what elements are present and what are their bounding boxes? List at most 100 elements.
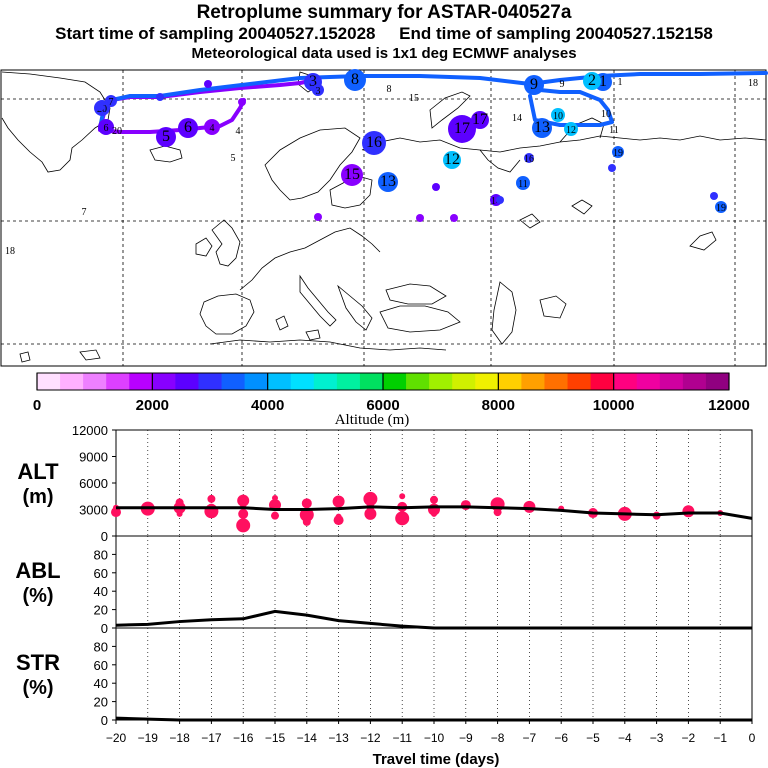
- map-point-marker: [608, 164, 616, 172]
- map-point-day-12: [564, 122, 578, 136]
- colorbar-swatch: [429, 373, 453, 390]
- map-point-label: 6: [104, 123, 109, 134]
- colorbar-swatch: [129, 373, 153, 390]
- map-point-day-9: [524, 75, 544, 95]
- map-point-day-11: [516, 176, 530, 190]
- map-point-day-10: [551, 108, 565, 122]
- map-point-label: 9: [530, 76, 538, 93]
- map-point-label: 11: [518, 179, 528, 190]
- x-tick-label: −7: [523, 731, 537, 745]
- y-tick-label: 6000: [79, 476, 108, 491]
- map-point-label: 17: [472, 111, 488, 128]
- colorbar-swatch: [452, 373, 476, 390]
- colorbar-swatch: [83, 373, 107, 390]
- x-tick-label: −18: [169, 731, 190, 745]
- altitude-point: [363, 491, 378, 506]
- y-axis-unit: (%): [22, 585, 53, 607]
- map-point-label: 15: [344, 166, 360, 183]
- panel-abl: 0 20 40 60 80 ABL(%): [15, 535, 753, 636]
- map-point-day-2: [583, 72, 601, 90]
- altitude-point: [236, 518, 251, 533]
- x-tick-label: −13: [328, 731, 349, 745]
- series-line-abl: [115, 609, 752, 630]
- x-tick-label: −6: [554, 731, 568, 745]
- y-tick-label: 9000: [79, 450, 108, 465]
- map-point-label: 12: [444, 151, 460, 168]
- colorbar-swatch: [406, 373, 430, 390]
- panel-frame: [115, 627, 753, 721]
- map-point-label: 15: [409, 93, 419, 104]
- map-point-day-17: [448, 115, 476, 143]
- map-point-label: 3: [316, 86, 321, 97]
- map-point-day-13: [378, 172, 398, 192]
- map-point-day-19: [612, 146, 624, 158]
- map-point-label: 12: [566, 125, 576, 136]
- x-tick-label: −10: [424, 731, 445, 745]
- colorbar-swatch: [590, 373, 615, 390]
- colorbar-tick-label: 4000: [251, 397, 284, 414]
- colorbar-swatch: [336, 373, 361, 390]
- map-point-day-16: [362, 131, 386, 155]
- y-tick-label: 40: [94, 676, 108, 691]
- colorbar-swatch: [682, 373, 707, 390]
- altitude-point: [299, 507, 314, 522]
- map-frame: [0, 69, 767, 367]
- altitude-point: [176, 510, 183, 517]
- map-point-label: 5: [231, 153, 236, 164]
- y-tick-label: 20: [94, 695, 108, 710]
- y-axis-title: ALT: [17, 459, 59, 484]
- altitude-point: [431, 510, 437, 517]
- x-tick-label: −5: [586, 731, 600, 745]
- colorbar-tick-label: 2000: [136, 397, 169, 414]
- map-point-marker: [450, 214, 458, 222]
- x-axis-title: Travel time (days): [373, 751, 500, 768]
- y-tick-label: 3000: [79, 503, 108, 518]
- y-tick-label: 0: [101, 529, 108, 544]
- y-axis-unit: (m): [22, 486, 53, 508]
- map-point-day-15: [341, 164, 363, 186]
- map-point-marker: [204, 80, 212, 88]
- map-point-label: 8: [387, 84, 392, 95]
- map-point-marker: [432, 183, 440, 191]
- x-tick-label: 0: [749, 731, 756, 745]
- map-point-day-12: [443, 151, 461, 169]
- map-point-day-3: [312, 84, 324, 96]
- colorbar-swatch: [567, 373, 592, 390]
- x-tick-label: −14: [297, 731, 318, 745]
- colorbar-swatch: [60, 373, 84, 390]
- map-point-marker: [96, 103, 104, 111]
- map-point-marker: [156, 93, 164, 101]
- map-point-marker: [416, 214, 424, 222]
- trajectory-loop: [528, 82, 614, 127]
- y-tick-label: 60: [94, 566, 108, 581]
- altitude-point: [272, 495, 278, 502]
- colorbar-swatch: [705, 373, 730, 390]
- chart-title: Retroplume summary for ASTAR-040527a: [196, 2, 572, 23]
- x-tick-label: −20: [106, 731, 127, 745]
- colorbar-swatch: [290, 373, 315, 390]
- map-point-label: 18: [5, 246, 15, 257]
- x-tick-label: −3: [650, 731, 664, 745]
- map-point-label: 19: [716, 203, 726, 214]
- map-point-day-13: [532, 118, 552, 138]
- y-tick-label: 0: [101, 621, 108, 636]
- x-tick-label: −15: [265, 731, 286, 745]
- altitude-point: [460, 500, 471, 511]
- colorbar-swatch: [221, 373, 246, 390]
- x-tick-label: −17: [201, 731, 222, 745]
- map-point-label: 6: [184, 119, 192, 136]
- map-point-label: 9: [560, 79, 565, 90]
- y-tick-label: 80: [94, 547, 108, 562]
- x-tick-label: −8: [491, 731, 505, 745]
- altitude-point: [399, 493, 406, 500]
- colorbar-tick-label: 6000: [366, 397, 399, 414]
- map-point-day-16: [524, 153, 534, 163]
- trajectory-segment-lower: [98, 98, 246, 134]
- map-point-label: 10: [601, 109, 611, 120]
- map-point-label: 14: [491, 196, 501, 207]
- colorbar-swatch: [498, 373, 522, 390]
- map-point-label: 1: [599, 73, 607, 90]
- x-tick-label: −9: [459, 731, 473, 745]
